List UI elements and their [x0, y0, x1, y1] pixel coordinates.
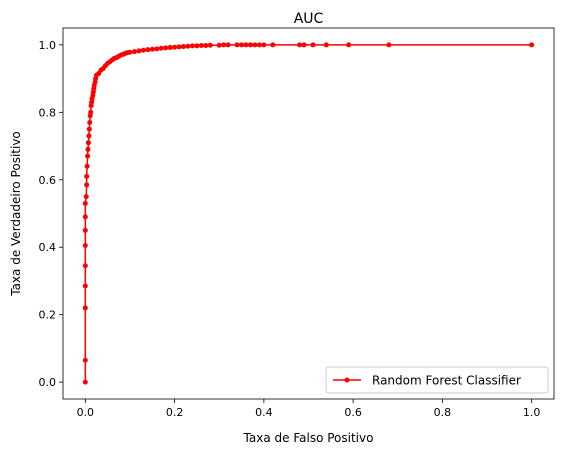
data-point: [189, 43, 195, 49]
chart-title: AUC: [294, 11, 324, 27]
data-point: [216, 42, 222, 48]
data-point: [297, 42, 303, 48]
data-point: [252, 42, 258, 48]
data-point: [225, 42, 231, 48]
data-point: [82, 379, 88, 385]
axis-ticks: 0.0 0.2 0.4 0.6 0.8 1.0 0.0 0.2 0.4 0.6 0.8 1.0: [39, 39, 541, 419]
data-point: [203, 43, 209, 49]
data-point: [185, 43, 191, 49]
data-point: [82, 214, 88, 220]
series-layer: [82, 42, 535, 385]
data-point: [84, 173, 90, 179]
data-point: [84, 163, 90, 169]
data-point: [145, 47, 151, 53]
data-point: [85, 153, 91, 159]
data-point: [82, 263, 88, 269]
y-tick-label: 0.6: [39, 174, 57, 187]
data-point: [270, 42, 276, 48]
y-tick-label: 0.4: [39, 241, 57, 254]
data-point: [140, 47, 146, 53]
data-point: [149, 46, 155, 52]
y-tick-label: 0.8: [39, 106, 57, 119]
x-tick-label: 0.4: [255, 406, 273, 419]
y-tick-label: 1.0: [39, 39, 57, 52]
data-point: [154, 46, 160, 52]
data-point: [198, 43, 204, 49]
data-point: [82, 200, 88, 206]
data-point: [256, 42, 262, 48]
data-point: [84, 182, 90, 188]
data-point: [83, 194, 89, 200]
data-point: [176, 44, 182, 50]
data-point: [243, 42, 249, 48]
data-point: [323, 42, 329, 48]
y-tick-label: 0.2: [39, 309, 57, 322]
y-axis-label: Taxa de Verdadeiro Positivo: [9, 131, 23, 297]
data-point: [82, 305, 88, 311]
data-point: [172, 44, 178, 50]
data-point: [301, 42, 307, 48]
data-point: [158, 45, 164, 51]
data-point: [167, 45, 173, 51]
data-point: [207, 42, 213, 48]
data-point: [181, 44, 187, 50]
data-point: [310, 42, 316, 48]
data-point: [82, 243, 88, 249]
data-point: [346, 42, 352, 48]
x-tick-label: 1.0: [523, 406, 541, 419]
data-point: [221, 42, 227, 48]
x-tick-label: 0.6: [344, 406, 362, 419]
data-point: [247, 42, 253, 48]
legend-marker-swatch: [344, 377, 350, 383]
data-point: [163, 45, 169, 51]
data-point: [386, 42, 392, 48]
data-point: [85, 146, 91, 152]
data-point: [261, 42, 267, 48]
data-point: [82, 283, 88, 289]
x-tick-label: 0.0: [77, 406, 95, 419]
data-point: [127, 49, 133, 55]
data-point: [82, 357, 88, 363]
x-axis-label: Taxa de Falso Positivo: [243, 431, 374, 445]
y-tick-label: 0.0: [39, 376, 57, 389]
data-point: [239, 42, 245, 48]
data-point: [529, 42, 535, 48]
data-point: [88, 109, 94, 115]
legend-box: [325, 366, 549, 394]
data-point: [85, 140, 91, 146]
data-point: [82, 227, 88, 233]
data-point: [131, 49, 137, 55]
data-point: [86, 126, 92, 132]
data-point: [194, 43, 200, 49]
plot-frame: [62, 27, 555, 400]
x-tick-label: 0.8: [434, 406, 452, 419]
data-point: [86, 133, 92, 139]
legend-label: Random Forest Classifier: [372, 374, 521, 388]
data-point: [87, 119, 93, 125]
legend: Random Forest Classifier: [325, 366, 549, 394]
data-point: [234, 42, 240, 48]
data-point: [136, 48, 142, 54]
x-tick-label: 0.2: [166, 406, 184, 419]
